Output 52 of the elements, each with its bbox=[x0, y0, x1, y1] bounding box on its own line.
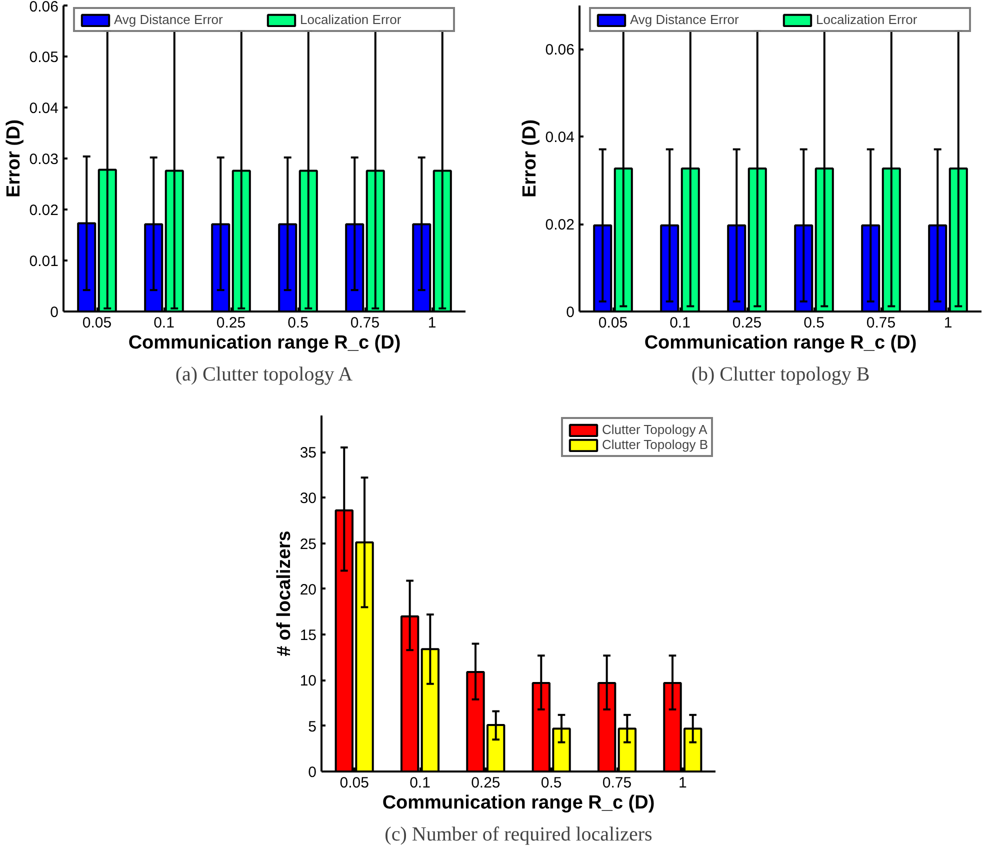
x-tick-label: 1 bbox=[678, 774, 687, 792]
x-tick-label: 0.05 bbox=[82, 314, 112, 332]
x-tick-label: 0.5 bbox=[540, 774, 562, 792]
y-tick-label: 0 bbox=[50, 304, 58, 321]
x-tick-label: 0.1 bbox=[410, 774, 430, 792]
y-tick-label: 30 bbox=[300, 490, 317, 508]
y-tick-label: 0.02 bbox=[29, 202, 59, 219]
x-tick-label: 0.1 bbox=[670, 314, 690, 332]
y-tick-label: 0.06 bbox=[545, 42, 575, 59]
y-axis-title: # of localizers bbox=[274, 530, 295, 656]
y-tick-label: 0.04 bbox=[29, 100, 59, 117]
y-tick-label: 0 bbox=[566, 304, 574, 321]
y-tick-label: 0 bbox=[308, 764, 316, 781]
y-tick-label: 0.02 bbox=[545, 216, 575, 234]
x-axis-title: Communication range R_c (D) bbox=[128, 332, 401, 354]
x-tick-label: 0.25 bbox=[216, 314, 246, 332]
legend-label: Avg Distance Error bbox=[114, 12, 224, 27]
y-tick-label: 0.04 bbox=[545, 129, 575, 146]
x-axis-title: Communication range R_c (D) bbox=[644, 332, 917, 354]
text: (b) Clutter topology B bbox=[691, 364, 870, 386]
x-tick-label: 0.05 bbox=[598, 314, 628, 332]
x-axis-title: Communication range R_c (D) bbox=[382, 792, 655, 814]
x-tick-label: 1 bbox=[428, 314, 436, 332]
text: (c) Number of required localizers bbox=[384, 824, 653, 846]
y-tick-label: 5 bbox=[308, 718, 316, 736]
legend-label: Localization Error bbox=[300, 12, 402, 27]
x-tick-label: 0.1 bbox=[154, 314, 174, 332]
y-tick-label: 15 bbox=[300, 627, 317, 644]
y-tick-label: 0.03 bbox=[29, 151, 59, 168]
legend-label: Localization Error bbox=[816, 12, 918, 27]
y-tick-label: 35 bbox=[300, 444, 317, 462]
text: (a) Clutter topology A bbox=[175, 364, 354, 386]
x-tick-label: 0.05 bbox=[340, 774, 369, 792]
x-tick-label: 0.5 bbox=[288, 314, 308, 332]
x-tick-label: 0.75 bbox=[866, 314, 896, 332]
legend-label: Clutter Topology B bbox=[602, 437, 708, 452]
legend-label: Avg Distance Error bbox=[630, 12, 740, 27]
x-tick-label: 1 bbox=[944, 314, 952, 332]
x-tick-label: 0.75 bbox=[350, 314, 380, 332]
y-axis-title: Error (D) bbox=[3, 119, 24, 198]
y-tick-label: 0.06 bbox=[29, 0, 59, 16]
y-tick-label: 0.05 bbox=[29, 49, 59, 66]
y-tick-label: 20 bbox=[300, 581, 317, 598]
x-tick-label: 0.75 bbox=[602, 774, 632, 792]
x-tick-label: 0.5 bbox=[804, 314, 824, 332]
y-tick-label: 10 bbox=[300, 672, 317, 690]
y-axis-title: Error (D) bbox=[519, 119, 540, 198]
y-tick-label: 0.01 bbox=[29, 253, 59, 270]
x-tick-label: 0.25 bbox=[471, 774, 500, 792]
x-tick-label: 0.25 bbox=[732, 314, 762, 332]
y-tick-label: 25 bbox=[300, 536, 317, 553]
legend-label: Clutter Topology A bbox=[602, 422, 708, 437]
